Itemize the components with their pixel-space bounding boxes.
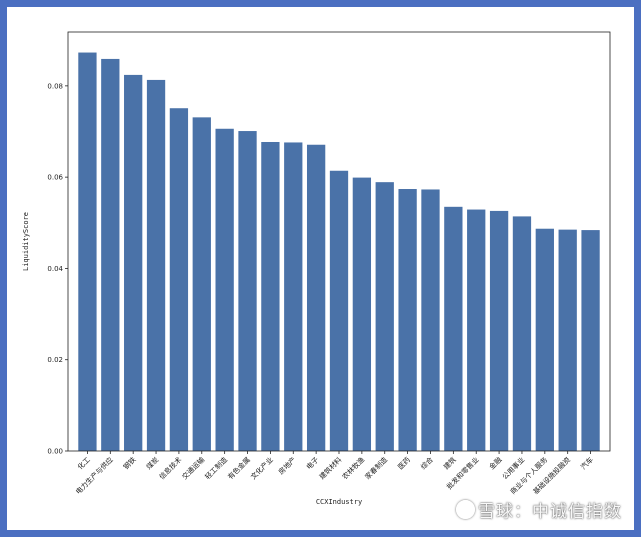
x-tick-label-4: 煤炭 (144, 455, 160, 471)
y-axis-title: LiquidityScore (22, 212, 30, 271)
bar-7 (215, 128, 234, 452)
bars-group (78, 52, 600, 452)
bar-16 (421, 189, 440, 451)
x-tick-label-11: 电子 (304, 455, 320, 471)
y-tick-label-2: 0.02 (47, 356, 63, 364)
x-tick-label-16: 综合 (419, 455, 435, 471)
bar-4 (146, 79, 166, 451)
y-tick-label-5: 0.08 (47, 82, 63, 90)
bar-1 (78, 52, 97, 451)
x-tick-label-15: 医药 (396, 455, 412, 471)
x-tick-label-1: 化工 (76, 455, 92, 471)
bar-3 (124, 74, 143, 451)
bar-23 (581, 230, 600, 451)
bar-9 (261, 141, 280, 452)
bar-5 (169, 108, 189, 451)
x-tick-label-17: 建筑 (441, 455, 457, 471)
bar-13 (352, 177, 372, 451)
chart-frame: 0.00 0.02 0.04 0.06 0.08 化工 电力生产与供应 钢铁 煤炭 信息技术 交通… (7, 7, 634, 530)
x-tick-label-7: 轻工制造 (203, 455, 229, 481)
x-tick-label-9: 文化产业 (249, 455, 275, 481)
x-tick-label-6: 交通运输 (180, 455, 206, 481)
bar-14 (375, 182, 394, 451)
y-axis: 0.00 0.02 0.04 0.06 0.08 (47, 82, 68, 456)
bar-18 (467, 209, 486, 451)
y-tick-label-1: 0.00 (47, 448, 63, 456)
snowball-logo-icon (456, 500, 475, 519)
bar-19 (489, 210, 509, 451)
x-axis-title: CCXIndustry (316, 498, 362, 506)
x-tick-label-19: 金融 (487, 455, 503, 471)
y-tick-label-3: 0.04 (47, 265, 63, 273)
watermark-text: 雪球：中诚信指数 (478, 502, 622, 522)
x-tick-label-8: 有色金属 (226, 455, 252, 481)
bar-17 (444, 206, 463, 451)
bar-8 (238, 131, 257, 451)
bar-11 (306, 144, 326, 451)
bar-21 (535, 228, 554, 451)
x-tick-label-13: 农林牧渔 (340, 455, 366, 481)
bar-22 (558, 229, 577, 451)
bar-15 (398, 189, 417, 451)
x-tick-label-10: 房地产 (276, 455, 297, 476)
bar-2 (101, 58, 120, 451)
x-tick-label-5: 信息技术 (157, 455, 183, 481)
bar-6 (192, 117, 211, 451)
y-tick-label-4: 0.06 (47, 174, 63, 182)
watermark: 雪球：中诚信指数 (456, 497, 622, 522)
bar-12 (329, 170, 349, 451)
x-tick-label-14: 家春制造 (363, 455, 389, 481)
x-tick-label-3: 钢铁 (121, 455, 137, 471)
bar-20 (512, 216, 532, 451)
x-tick-label-23: 汽车 (579, 455, 595, 471)
bar-10 (284, 142, 303, 452)
x-tick-label-12: 建筑材料 (317, 455, 343, 481)
